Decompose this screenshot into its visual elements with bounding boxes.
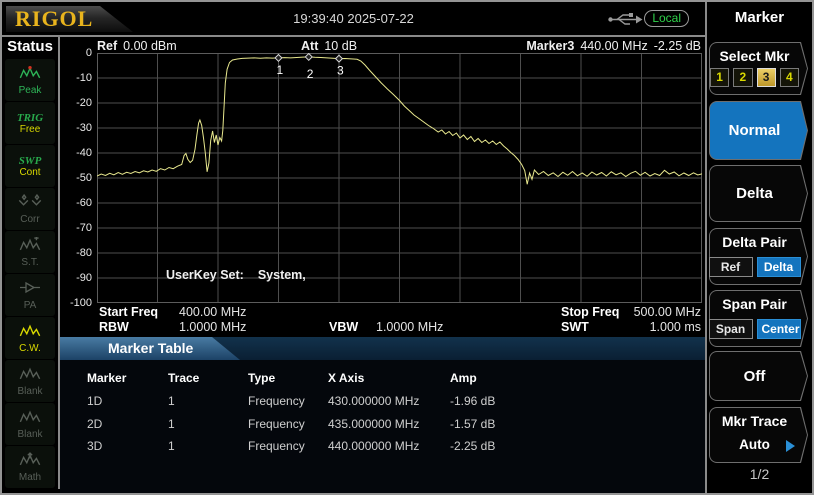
local-status-badge: Local [644, 10, 689, 27]
status-item-free: TRIG Free [5, 102, 55, 144]
marker-option-3[interactable]: 3 [756, 68, 776, 87]
main-display: Ref 0.00 dBm Att 10 dB Marker3 440.00 MHz -2… [60, 37, 707, 493]
span-pair-option-center[interactable]: Center [756, 319, 801, 339]
status-item-blank: Blank [5, 360, 55, 402]
wave-icon [18, 323, 42, 343]
span-pair-button[interactable]: Span Pair Span Center [708, 290, 808, 347]
mkr-trace-button[interactable]: Mkr Trace Auto [709, 407, 808, 463]
span-pair-option-span[interactable]: Span [708, 319, 753, 339]
svg-text:1: 1 [277, 63, 284, 77]
status-title: Status [7, 38, 53, 55]
marker-readout: Marker3 440.00 MHz -2.25 dB [526, 39, 701, 53]
svg-text:3: 3 [337, 64, 344, 78]
top-bar: RIGOL 19:39:40 2025-07-22 Local [2, 2, 705, 37]
wave-st-icon [18, 235, 42, 257]
menu-page-indicator: 1/2 [749, 466, 770, 482]
status-item-peak: Peak [5, 59, 55, 101]
delta-button[interactable]: Delta [709, 165, 808, 222]
userkey-message: UserKey Set: System, [166, 268, 306, 282]
status-item-mode: TRIG [16, 111, 44, 124]
stop-freq-label: Stop Freq [561, 305, 620, 319]
marker-table: Marker Table Marker Trace Type X Axis Amp 1D 1… [60, 337, 707, 493]
mkr-trace-value: Auto [739, 437, 770, 452]
freq-row-1: Start Freq 400.00 MHz Stop Freq 500.00 M… [60, 305, 707, 319]
submenu-arrow-icon [786, 440, 795, 452]
ref-value: 0.00 dBm [123, 39, 177, 53]
spectrum-plot: 1 2 3 [97, 53, 702, 303]
marker-table-header-band: Marker Table [60, 337, 707, 360]
marker-table-title: Marker Table [108, 340, 194, 356]
start-freq-label: Start Freq [99, 305, 159, 319]
rbw-label: RBW [99, 320, 129, 334]
status-item-blank: Blank [5, 403, 55, 445]
normal-button[interactable]: Normal [709, 101, 808, 160]
delta-pair-button[interactable]: Delta Pair Ref Delta [708, 228, 808, 285]
freq-row-2: RBW 1.0000 MHz VBW 1.0000 MHz SWT 1.000 … [60, 320, 707, 334]
wave-icon [18, 366, 42, 386]
delta-pair-option-delta[interactable]: Delta [756, 257, 801, 277]
vbw-label: VBW [329, 320, 359, 334]
status-item-cont: SWP Cont [5, 145, 55, 187]
off-button[interactable]: Off [709, 351, 808, 401]
pa-icon [18, 280, 42, 300]
usb-icon [607, 12, 643, 32]
status-item-pa: PA [5, 274, 55, 316]
graph-header: Ref 0.00 dBm Att 10 dB Marker3 440.00 MHz -2… [60, 39, 707, 53]
wave-icon [18, 409, 42, 429]
wave-corr-icon [18, 193, 42, 214]
att-label: Att [301, 39, 319, 53]
peak-icon [18, 65, 42, 85]
swt-label: SWT [561, 320, 589, 334]
status-item-st: S.T. [5, 231, 55, 273]
status-item-corr: Corr [5, 188, 55, 230]
status-item-mode: SWP [18, 154, 42, 167]
stop-freq-value: 500.00 MHz [633, 305, 701, 319]
timestamp: 19:39:40 2025-07-22 [293, 11, 414, 26]
vbw-value: 1.0000 MHz [376, 320, 444, 334]
svg-text:2: 2 [307, 67, 314, 81]
ref-label: Ref [97, 39, 118, 53]
status-item-cw: C.W. [5, 317, 55, 359]
rbw-value: 1.0000 MHz [179, 320, 247, 334]
marker-option-4[interactable]: 4 [779, 68, 799, 87]
start-freq-value: 400.00 MHz [179, 305, 247, 319]
att-value: 10 dB [324, 39, 358, 53]
delta-pair-option-ref[interactable]: Ref [708, 257, 753, 277]
status-sidebar: Status Peak TRIG Free SWP Cont Corr S.T. P… [2, 37, 60, 489]
menu-title: Marker [734, 9, 785, 26]
wave-math-icon [18, 451, 42, 472]
status-item-math: Math [5, 446, 55, 488]
marker-option-1[interactable]: 1 [710, 68, 730, 87]
swt-value: 1.000 ms [649, 320, 701, 334]
marker-option-2[interactable]: 2 [733, 68, 753, 87]
